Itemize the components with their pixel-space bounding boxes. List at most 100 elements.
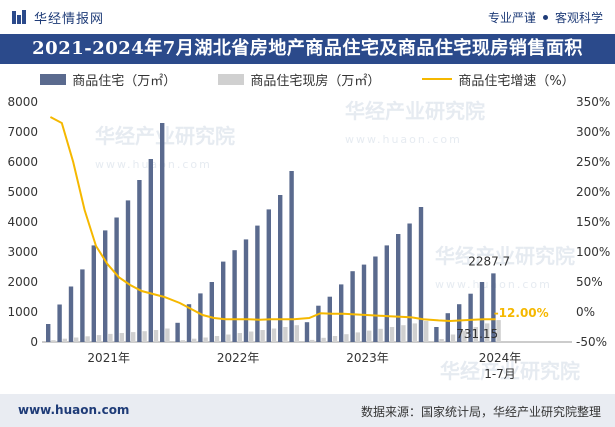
bar-stock — [439, 339, 444, 342]
y-left-tick-label: 3000 — [7, 245, 38, 259]
y-right-tick-label: 50% — [576, 275, 603, 289]
bar-stock — [214, 336, 220, 342]
brand-name: 华经情报网 — [34, 11, 105, 27]
bar-stock — [485, 323, 490, 342]
bar-stock — [180, 340, 185, 342]
y-right-tick-label: 300% — [576, 125, 610, 139]
legend-label-stock: 商品住宅现房（万㎡） — [250, 73, 381, 89]
bar-main — [304, 322, 310, 342]
y-right-tick-label: 350% — [576, 95, 610, 109]
bar-main — [361, 264, 367, 342]
x-group-label: 2023年 — [346, 351, 389, 365]
bar-stock — [294, 325, 299, 342]
bar-stock — [62, 338, 67, 342]
bar-main — [468, 293, 473, 342]
bar-main — [396, 234, 401, 342]
bar-main — [255, 225, 260, 342]
footer-source: 数据来源：国家统计局，华经产业研究院整理 — [360, 405, 601, 419]
bar-main — [289, 171, 294, 342]
bar-stock — [462, 330, 467, 342]
y-right-tick-label: 0% — [576, 305, 595, 319]
x-group-label: 1-7月 — [484, 367, 516, 381]
bar-stock — [424, 321, 429, 342]
tagline-1: 专业严谨 — [487, 11, 536, 25]
bar-main — [46, 324, 51, 342]
bar-stock — [108, 333, 113, 342]
y-left-tick-label: 6000 — [7, 155, 38, 169]
y-left-tick-label: 4000 — [7, 215, 38, 229]
bar-main — [266, 209, 271, 342]
bar-main — [407, 223, 412, 342]
tagline-2: 客观科学 — [554, 11, 603, 25]
bar-main — [316, 305, 321, 342]
rate-line — [49, 116, 496, 323]
bar-main — [57, 304, 62, 342]
bar-main — [91, 245, 96, 342]
bar-stock — [192, 338, 197, 342]
chart-legend: 商品住宅（万㎡） 商品住宅现房（万㎡） 商品住宅增速（%） — [0, 68, 615, 90]
bar-main — [80, 269, 85, 342]
bar-stock — [367, 330, 372, 342]
bar-main — [479, 282, 485, 342]
bar-stock — [249, 331, 254, 342]
bar-main — [148, 159, 153, 342]
bar-stock — [74, 337, 79, 342]
y-left-tick-label: 2000 — [7, 275, 38, 289]
bar-stock — [85, 336, 90, 342]
bar-main — [418, 207, 424, 342]
footer: www.huaon.com 数据来源：国家统计局，华经产业研究院整理 — [0, 394, 615, 427]
bar-stock — [496, 320, 501, 342]
tagline-dot-icon — [542, 15, 548, 20]
legend-label-rate: 商品住宅增速（%） — [458, 73, 575, 89]
y-left-tick-label: 5000 — [7, 185, 38, 199]
bar-stock — [283, 327, 288, 342]
y-left-tick-label: 0 — [30, 335, 38, 349]
bar-main — [221, 261, 226, 342]
brand: 华经情报网 — [10, 7, 104, 27]
chart-area: 0 1000 2000 3000 4000 5000 6000 7000 8000 -50% 0% 5… — [7, 95, 610, 381]
bar-main — [491, 273, 496, 342]
bar-stock — [389, 327, 395, 342]
bar-stock — [450, 334, 456, 342]
bar-main — [186, 304, 192, 342]
bar-main — [209, 282, 214, 342]
data-label-rate: -12.00% — [494, 306, 549, 320]
x-group-label: 2021年 — [87, 351, 130, 365]
bar-stock — [237, 333, 242, 342]
bar-stock — [96, 335, 102, 342]
y-right-tick-label: 100% — [576, 245, 610, 259]
bar-stock — [260, 330, 265, 342]
bar-main — [445, 313, 450, 342]
bar-main — [232, 250, 237, 342]
bar-stock — [355, 332, 360, 342]
bar-stock — [142, 331, 147, 342]
y-right-tick-label: 200% — [576, 185, 610, 199]
bar-stock — [332, 336, 338, 342]
bar-main — [278, 195, 283, 342]
brand-logo-icon — [12, 10, 26, 24]
bar-stock — [203, 337, 208, 342]
bar-stock — [119, 333, 124, 342]
bar-main — [137, 180, 142, 342]
legend-item-rate: 商品住宅增速（%） — [422, 70, 575, 89]
top-bar: 华经情报网 专业严谨 客观科学 — [0, 0, 615, 34]
bar-main — [373, 256, 378, 342]
bar-stock — [271, 328, 277, 342]
data-label-main: 2287.7 — [468, 254, 510, 268]
bar-main — [384, 245, 389, 342]
bar-stock — [473, 327, 478, 342]
bar-stock — [51, 340, 56, 342]
y-left-tick-label: 1000 — [7, 305, 38, 319]
bar-stock — [153, 330, 159, 342]
bar-main — [160, 123, 165, 342]
y-right-tick-label: 250% — [576, 155, 610, 169]
bar-stock — [131, 332, 136, 342]
bar-main — [103, 230, 108, 342]
bar-stock — [378, 328, 383, 342]
bar-stock — [321, 337, 326, 342]
bar-main — [125, 200, 131, 342]
footer-url[interactable]: www.huaon.com — [18, 403, 130, 417]
bar-main — [457, 304, 462, 342]
x-group-label: 2024年 — [479, 351, 522, 365]
legend-swatch-stock — [218, 73, 245, 85]
